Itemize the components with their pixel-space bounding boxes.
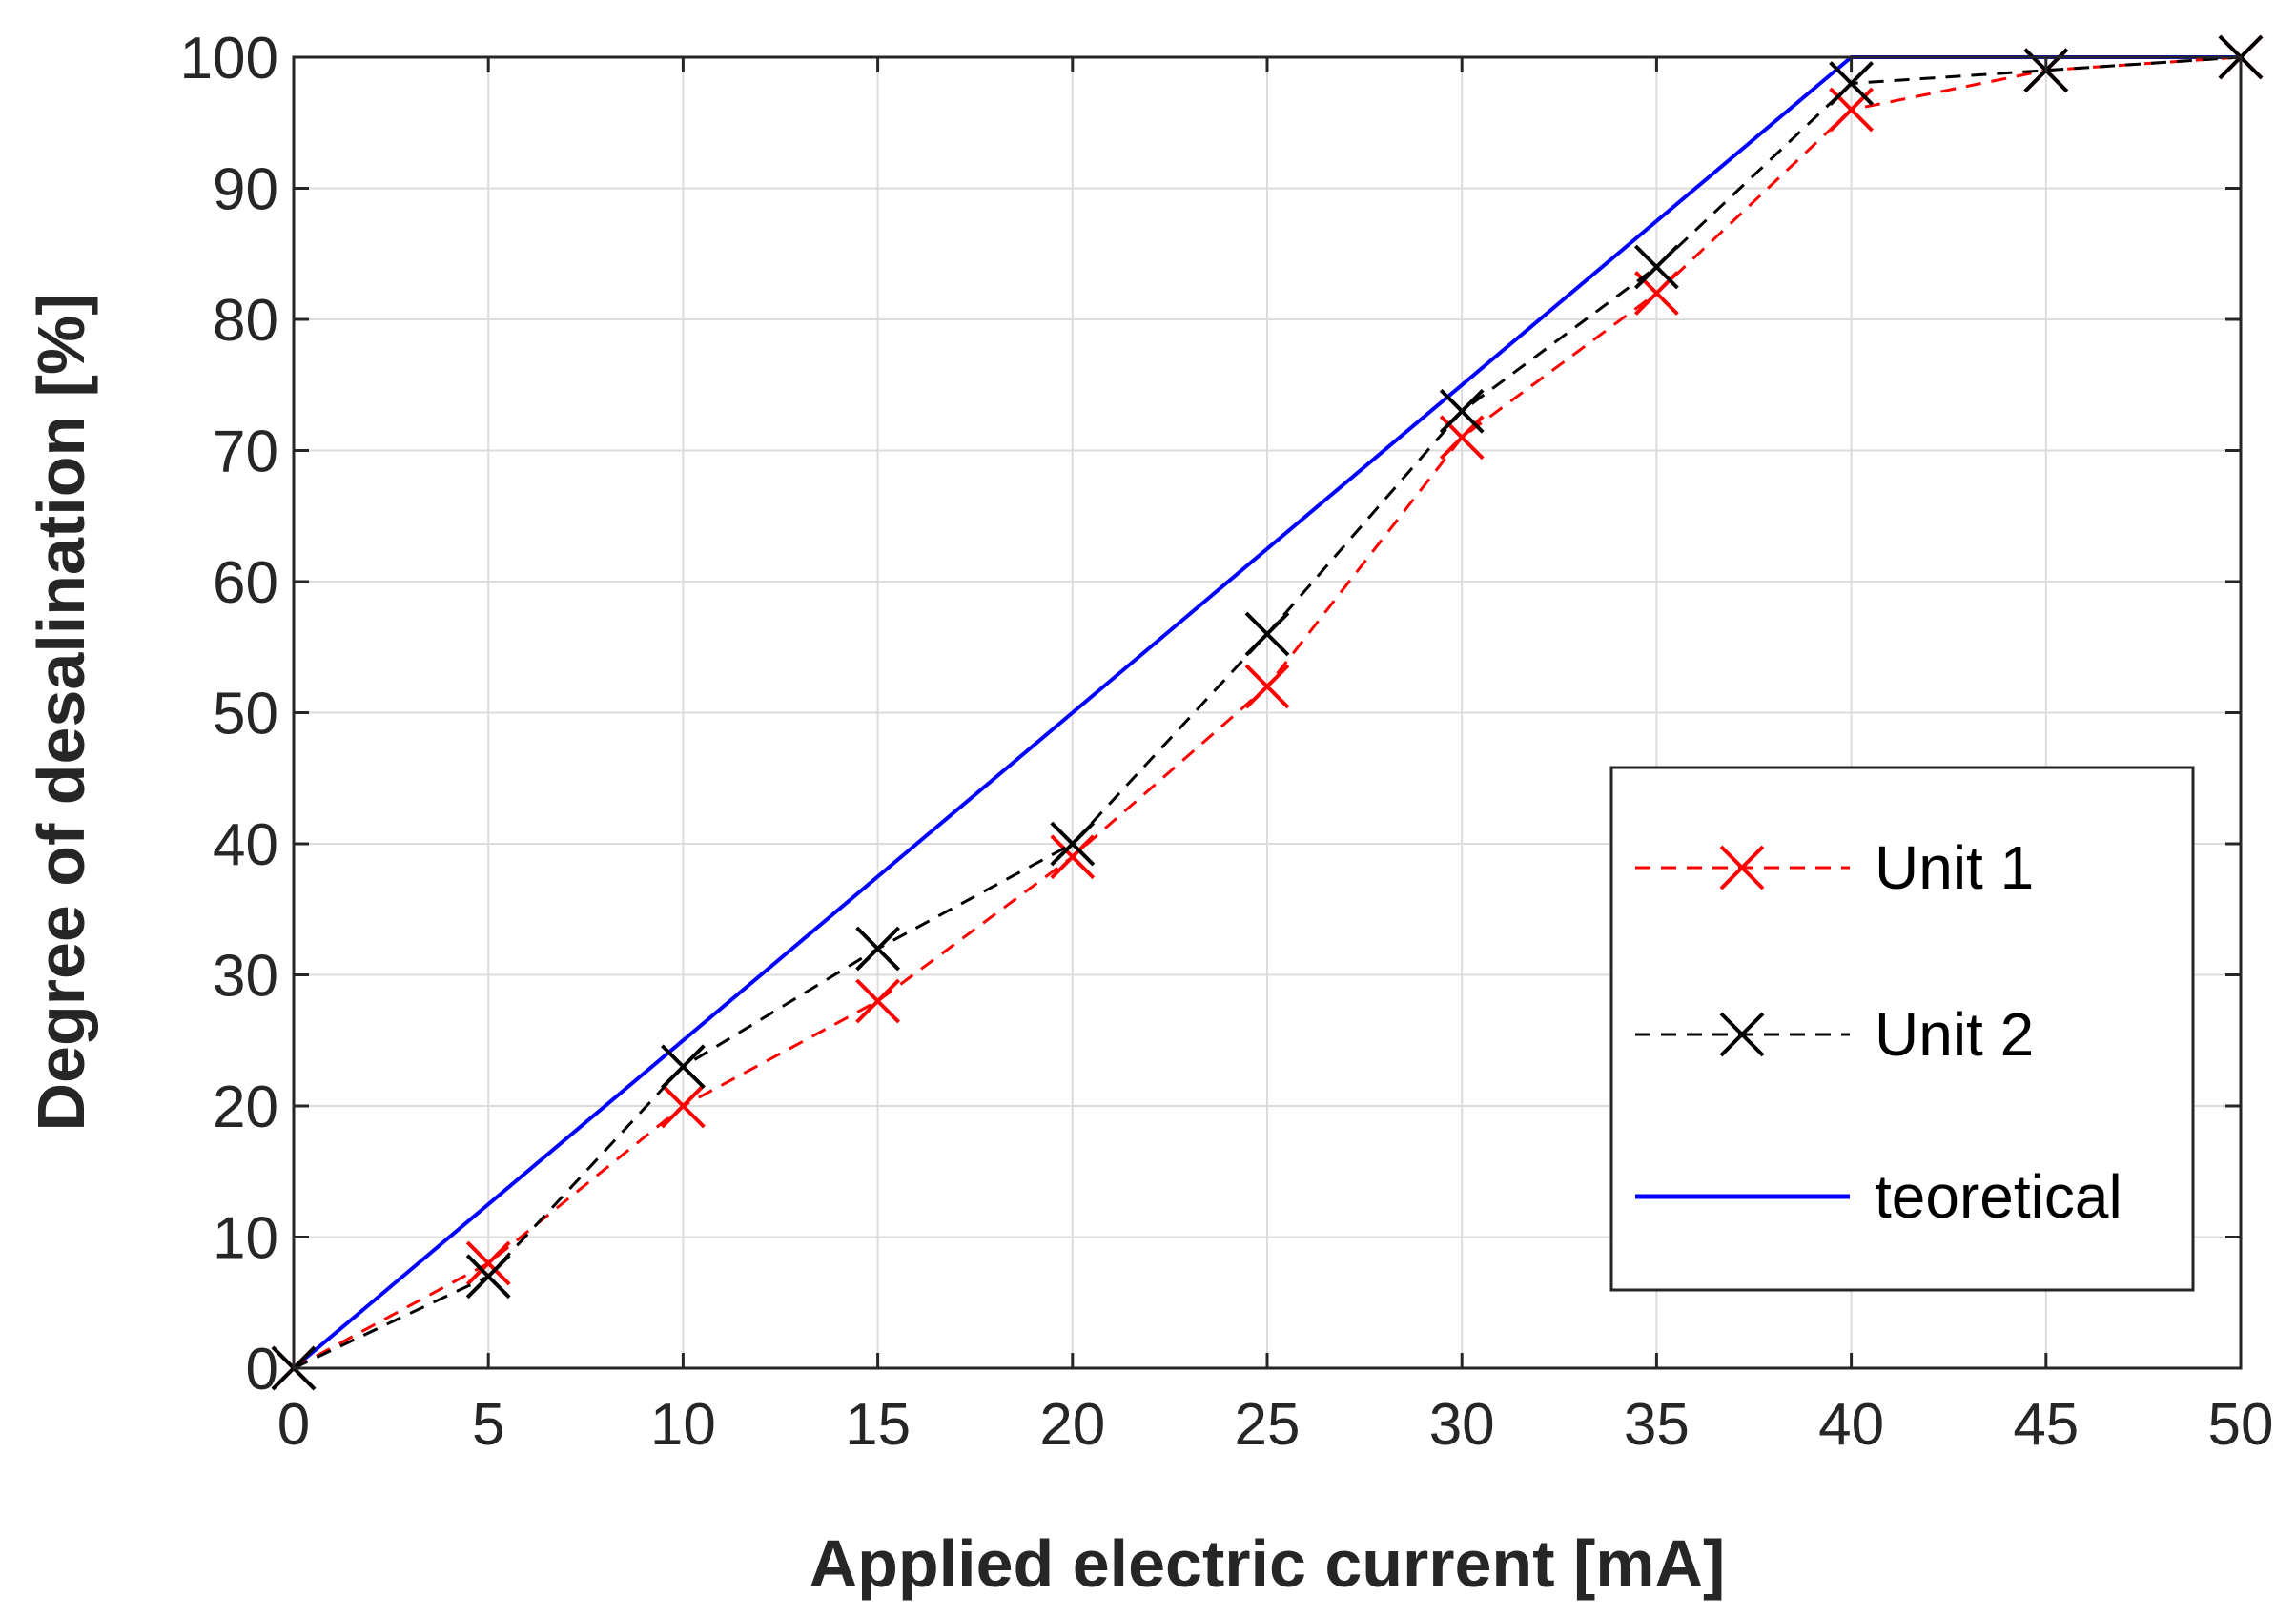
data-point-unit-2	[1244, 611, 1290, 657]
ticks	[292, 55, 2243, 1370]
legend-box	[1609, 766, 2195, 1292]
x-tick-label: 50	[2208, 1392, 2274, 1458]
legend: Unit 1 Unit 2 teoretical	[1609, 766, 2195, 1292]
data-point-unit-2	[465, 1254, 511, 1300]
x-tick-label: 45	[2013, 1392, 2079, 1458]
y-tick-label: 80	[213, 288, 278, 354]
legend-label: teoretical	[1875, 1162, 2122, 1231]
legend-entry-unit-2: Unit 2	[1635, 1000, 2034, 1069]
tick-labels: 0 5 10 15 20 25 30 35 40 45 50 0 10 20 30 40 50 60 70 80 90 1…	[180, 26, 2274, 1458]
data-point-unit-2	[1050, 821, 1096, 867]
data-point-unit-2	[1829, 61, 1875, 106]
data-point-unit-2	[1633, 244, 1679, 290]
x-axis-title: Applied electric current [mA]	[810, 1526, 1726, 1601]
legend-marker	[1719, 1012, 1765, 1057]
y-tick-label: 70	[213, 420, 278, 485]
y-tick-label: 60	[213, 550, 278, 616]
legend-entry-teoretical: teoretical	[1635, 1162, 2122, 1231]
x-tick-label: 10	[650, 1392, 716, 1458]
x-tick-label: 20	[1039, 1392, 1105, 1458]
x-tick-label: 40	[1818, 1392, 1884, 1458]
data-point-unit-2	[660, 1044, 706, 1090]
data-point-unit-2	[1439, 388, 1485, 434]
data-point-unit-1	[465, 1240, 511, 1286]
data-point-unit-2	[855, 926, 901, 972]
legend-entry-unit-1: Unit 1	[1635, 833, 2034, 902]
y-tick-label: 90	[213, 157, 278, 223]
x-tick-label: 25	[1235, 1392, 1301, 1458]
y-tick-label: 10	[213, 1206, 278, 1272]
data-point-unit-1	[1050, 834, 1096, 880]
x-tick-label: 35	[1624, 1392, 1690, 1458]
y-tick-label: 100	[180, 26, 278, 92]
y-tick-label: 20	[213, 1075, 278, 1140]
data-point-unit-1	[1244, 664, 1290, 709]
y-tick-label: 50	[213, 682, 278, 747]
legend-label: Unit 1	[1875, 833, 2034, 902]
x-tick-label: 15	[845, 1392, 911, 1458]
x-tick-label: 0	[277, 1392, 310, 1458]
data-point-unit-1	[660, 1083, 706, 1129]
data-point-unit-1	[855, 978, 901, 1024]
legend-label: Unit 2	[1875, 1000, 2034, 1069]
y-tick-label: 0	[246, 1337, 278, 1402]
y-tick-label: 30	[213, 944, 278, 1010]
x-tick-label: 30	[1429, 1392, 1495, 1458]
y-tick-label: 40	[213, 812, 278, 878]
x-tick-label: 5	[472, 1392, 504, 1458]
legend-marker	[1719, 845, 1765, 890]
y-axis-title: Degree of desalination [%]	[24, 293, 98, 1131]
